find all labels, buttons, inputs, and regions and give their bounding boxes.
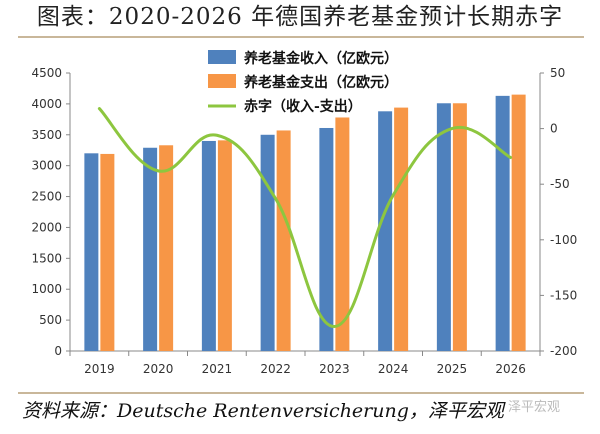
- x-tick-label: 2022: [260, 362, 291, 376]
- right-tick-label: -150: [550, 288, 577, 302]
- left-tick-label: 1000: [31, 282, 62, 296]
- legend-income-swatch: [208, 50, 236, 64]
- deficit-line: [97, 107, 513, 329]
- left-tick-label: 2000: [31, 220, 62, 234]
- deficit-line-series: [97, 107, 513, 329]
- legend-label: 养老基金支出（亿欧元）: [243, 74, 398, 91]
- bar-line-chart: 050010001500200025003000350040004500-200…: [31, 50, 577, 376]
- income-bar: [260, 134, 275, 351]
- expense-bar: [159, 145, 174, 351]
- right-tick-label: 0: [550, 122, 558, 136]
- income-bar: [378, 111, 393, 352]
- income-bar: [84, 153, 99, 351]
- income-bar: [436, 103, 451, 351]
- title-divider: [18, 36, 584, 38]
- x-tick-label: 2020: [143, 362, 174, 376]
- watermark-logo: 泽平宏观: [508, 400, 561, 415]
- right-tick-label: -50: [550, 177, 570, 191]
- chart-legend: 养老基金收入（亿欧元） 养老基金支出（亿欧元） 赤字（收入-支出）: [208, 50, 398, 115]
- income-bar: [319, 127, 334, 351]
- left-tick-label: 3000: [31, 159, 62, 173]
- left-tick-label: 1500: [31, 251, 62, 265]
- left-tick-label: 0: [54, 344, 62, 358]
- expense-bar: [335, 117, 350, 351]
- expense-bar: [276, 130, 291, 351]
- x-tick-label: 2025: [437, 362, 468, 376]
- expense-bar: [452, 103, 467, 351]
- x-tick-label: 2024: [378, 362, 409, 376]
- income-bar: [495, 95, 510, 351]
- left-tick-label: 500: [39, 313, 62, 327]
- source-divider: [18, 392, 584, 394]
- chart-title: 图表：2020-2026 年德国养老基金预计长期赤字: [36, 4, 564, 30]
- expense-bar: [394, 107, 409, 352]
- legend-label: 赤字（收入-支出）: [244, 98, 362, 115]
- bar-series: [84, 94, 526, 352]
- income-bar: [201, 140, 216, 351]
- legend-label: 养老基金收入（亿欧元）: [243, 50, 398, 67]
- expense-bar: [217, 140, 232, 351]
- income-bar: [143, 147, 158, 351]
- left-tick-label: 4000: [31, 97, 62, 111]
- x-tick-label: 2023: [319, 362, 350, 376]
- expense-bar: [100, 153, 115, 351]
- source-note: 资料来源：Deutsche Rentenversicherung，泽平宏观: [22, 400, 504, 422]
- left-tick-label: 4500: [31, 66, 62, 80]
- x-tick-label: 2026: [495, 362, 526, 376]
- right-tick-label: -200: [550, 344, 577, 358]
- x-tick-label: 2021: [202, 362, 233, 376]
- legend-expense-swatch: [208, 74, 236, 88]
- x-tick-label: 2019: [84, 362, 115, 376]
- expense-bar: [511, 94, 526, 351]
- left-tick-label: 2500: [31, 190, 62, 204]
- right-tick-label: 50: [550, 66, 565, 80]
- chart-axes: 050010001500200025003000350040004500-200…: [31, 66, 577, 376]
- left-tick-label: 3500: [31, 128, 62, 142]
- right-tick-label: -100: [550, 233, 577, 247]
